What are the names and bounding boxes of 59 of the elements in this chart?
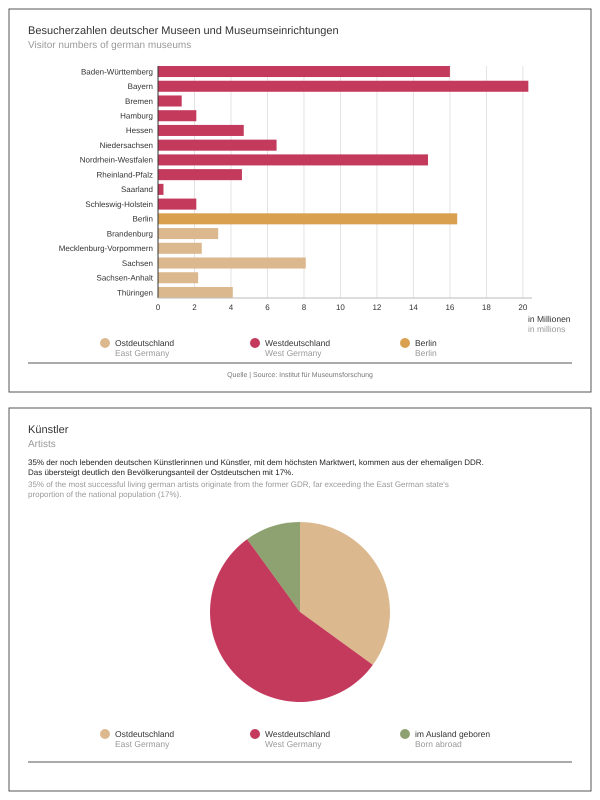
text: 35% of the most successful living german artists originate from the former GDR, far exceeding the East German state's proportion of the national population (17%). [28,480,449,499]
chart-subtitle: Visitor numbers of german museums [28,40,192,51]
bar [158,257,306,269]
y-tick-label: Baden-Württemberg [80,67,153,76]
y-tick-label: Niedersachsen [100,140,153,150]
bar [158,80,528,92]
x-axis-title: in Millionen in millions [528,314,571,334]
bar [158,95,182,107]
y-tick-label: Nordrhein-Westfalen [80,156,153,165]
bar [158,242,202,254]
legend-label: Westdeutschland West Germany [265,338,330,358]
y-tick-label: Brandenburg [106,229,153,238]
x-tick-label: 6 [265,303,270,312]
legend-label: Westdeutschland West Germany [265,729,330,749]
bar [158,124,244,136]
chart-title: Künstler [28,424,69,436]
legend-label: im Ausland geboren Born abroad [415,729,490,749]
bar [158,228,218,240]
legend-label: Berlin Berlin [415,338,438,358]
text: 35% der noch lebenden deutschen Künstlerinnen und Künstler, mit dem höchsten Marktwert, kommen aus der ehemaligen DDR. Das übersteigt deutlich den Bevölkerungsanteil der Ostdeutschen mit 17%. [28,458,484,477]
x-tick-label: 2 [192,303,198,312]
bar [158,154,428,166]
bar [158,184,164,195]
bar [158,110,196,122]
y-tick-label: Hamburg [120,112,153,121]
x-tick-label: 18 [482,303,492,312]
bar [158,272,198,284]
x-tick-label: 4 [228,303,234,312]
y-tick-label: Thüringen [116,288,153,298]
y-tick-label: Sachsen [122,258,153,268]
y-tick-label: Berlin [132,214,153,224]
pie-slice [210,539,373,702]
chart-title: Besucherzahlen deutscher Museen und Museumseinrichtungen [28,25,339,37]
pie-slice [300,522,390,665]
y-tick-label: Rheinland-Pfalz [96,170,153,180]
y-tick-label: Hessen [126,126,153,136]
x-tick-label: 10 [336,303,346,312]
y-tick-label: Saarland [120,185,153,194]
bar [158,169,242,180]
x-tick-label: 16 [445,303,455,312]
legend-label: Ostdeutschland East Germany [115,729,174,749]
y-tick-label: Bayern [128,82,153,92]
pie-slice [247,522,300,612]
y-tick-label: Bremen [124,96,153,106]
chart-subtitle: Artists [28,439,56,450]
bar [158,140,277,151]
x-tick-label: 8 [302,303,307,312]
y-tick-label: Mecklenburg-Vorpommern [58,244,153,254]
x-tick-label: 0 [156,303,161,312]
bar [158,286,233,298]
x-tick-label: 20 [518,303,528,312]
legend-label: Ostdeutschland East Germany [115,338,174,358]
x-tick-label: 12 [372,303,382,312]
x-tick-label: 14 [408,303,418,312]
y-tick-label: Schleswig-Holstein [85,200,153,209]
y-tick-label: Sachsen-Anhalt [96,274,154,283]
bar [158,213,458,224]
bar [158,66,450,78]
bar [158,198,196,210]
